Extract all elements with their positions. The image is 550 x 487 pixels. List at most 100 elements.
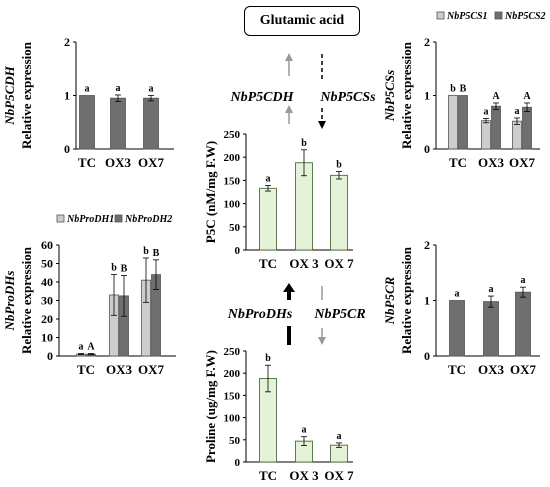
y-tick-label: 200 <box>224 368 241 380</box>
chart-p5css: 0 1 2 TC OX3 OX7 b a a B A A NbP5CSs Relative express… <box>382 11 546 170</box>
y-tick-label: 0 <box>235 245 241 257</box>
y-tick-label: 1 <box>424 294 430 308</box>
chart-prodhs: 0 10 20 30 40 50 60 TC OX3 OX7 a b b A B B NbProDHs Relat… <box>2 214 176 377</box>
y-tick-label: 0 <box>235 457 241 469</box>
legend-swatch <box>56 214 65 223</box>
y-axis-label: Relative expression <box>19 41 34 149</box>
x-tick-label: OX7 <box>509 155 536 170</box>
y-tick-label: 2 <box>64 35 70 49</box>
y-tick-label: 40 <box>41 275 53 289</box>
label-nbp5css: NbP5CSs <box>319 90 376 105</box>
significance-letter: a <box>149 84 154 95</box>
x-tick-label: OX7 <box>138 362 165 377</box>
significance-letter: b <box>301 138 307 149</box>
y-tick-label: 10 <box>41 331 53 345</box>
chart-p5cdh: 0 1 2 TC OX3 OX7 a a a NbP5CDH Relative expression <box>2 35 174 170</box>
bar <box>449 300 465 357</box>
significance-letter: a <box>85 84 90 95</box>
y-tick-label: 0 <box>424 142 430 156</box>
bar <box>515 291 531 357</box>
y-tick-label: 0 <box>424 349 430 363</box>
significance-letter: b <box>265 353 271 364</box>
arrow-up-to-glutamic <box>285 53 293 76</box>
x-tick-label: TC <box>259 256 277 271</box>
arrow-bold-up <box>283 283 295 345</box>
x-tick-label: OX 3 <box>289 468 319 483</box>
significance-letter: b <box>336 160 342 171</box>
bar <box>259 187 277 251</box>
significance-letter: a <box>455 289 460 300</box>
significance-letter: A <box>492 91 500 102</box>
glutamic-acid-box: Glutamic acid <box>244 6 360 36</box>
y-axis-label: Relative expression <box>399 246 414 354</box>
y-axis-gene-label: NbProDHs <box>2 271 17 332</box>
x-tick-label: OX7 <box>510 362 537 377</box>
significance-letter: a <box>79 342 84 353</box>
legend-label: NbProDH1 <box>66 214 114 225</box>
legend-label: NbProDH2 <box>124 214 172 225</box>
significance-letter: a <box>302 425 307 436</box>
bar <box>522 106 532 150</box>
x-tick-label: OX 3 <box>289 256 319 271</box>
y-axis-gene-label: NbP5CDH <box>2 65 17 125</box>
bar <box>330 174 348 251</box>
legend-label: NbP5CS1 <box>446 11 488 22</box>
bar <box>143 97 159 150</box>
significance-letter: a <box>337 431 342 442</box>
significance-letter: A <box>523 91 531 102</box>
legend-swatch <box>114 214 123 223</box>
bar <box>483 301 499 357</box>
chart-p5c: 0 50 100 150 200 250 TC OX 3 OX 7 a b b P5C (nM/mg F… <box>203 129 354 271</box>
significance-letter: A <box>87 342 95 353</box>
x-tick-label: TC <box>448 362 466 377</box>
y-tick-label: 50 <box>229 435 241 447</box>
x-tick-label: OX3 <box>106 362 133 377</box>
x-tick-label: OX 7 <box>324 256 354 271</box>
significance-letter: a <box>515 106 520 117</box>
bar <box>458 95 468 150</box>
significance-letter: b <box>111 263 117 274</box>
y-tick-label: 100 <box>224 199 241 211</box>
legend-label: NbP5CS2 <box>504 11 546 22</box>
bar <box>491 105 501 150</box>
y-axis-label: Relative expression <box>19 246 34 354</box>
chart-p5cr: 0 1 2 TC OX3 OX7 a a a NbP5CR Relative expression <box>382 238 540 377</box>
x-tick-label: TC <box>77 362 95 377</box>
bar <box>448 95 458 150</box>
significance-letter: b <box>450 84 456 95</box>
y-tick-label: 60 <box>41 238 53 252</box>
y-tick-label: 200 <box>224 152 241 164</box>
y-axis-gene-label: NbP5CR <box>382 276 397 325</box>
y-axis-gene-label: NbP5CSs <box>382 70 397 122</box>
significance-letter: a <box>521 275 526 286</box>
chart-proline: 0 50 100 150 200 250 TC OX 3 OX 7 b a a Proline (ug/… <box>203 346 354 483</box>
x-tick-label: OX3 <box>478 362 505 377</box>
y-tick-label: 0 <box>64 142 70 156</box>
y-tick-label: 2 <box>424 238 430 252</box>
bar <box>512 120 522 150</box>
arrow-dashed-down <box>318 54 326 129</box>
label-nbprodhs: NbProDHs <box>227 307 293 322</box>
y-tick-label: 20 <box>41 312 53 326</box>
significance-letter: B <box>460 84 467 95</box>
y-axis-label: Relative expression <box>399 41 414 149</box>
y-tick-label: 150 <box>224 390 241 402</box>
y-tick-label: 250 <box>224 129 241 141</box>
x-tick-label: OX3 <box>105 155 132 170</box>
x-tick-label: OX 7 <box>324 468 354 483</box>
x-tick-label: OX3 <box>478 155 505 170</box>
y-tick-label: 2 <box>424 35 430 49</box>
significance-letter: b <box>143 246 149 257</box>
bar <box>79 95 95 150</box>
x-tick-label: OX7 <box>138 155 165 170</box>
legend-swatch <box>436 11 445 20</box>
significance-letter: B <box>153 248 160 259</box>
x-tick-label: TC <box>259 468 277 483</box>
significance-letter: a <box>266 174 271 185</box>
y-tick-label: 50 <box>229 222 241 234</box>
legend-swatch <box>494 11 503 20</box>
x-tick-label: TC <box>78 155 96 170</box>
y-tick-label: 250 <box>224 346 241 358</box>
label-nbp5cdh: NbP5CDH <box>230 90 295 105</box>
